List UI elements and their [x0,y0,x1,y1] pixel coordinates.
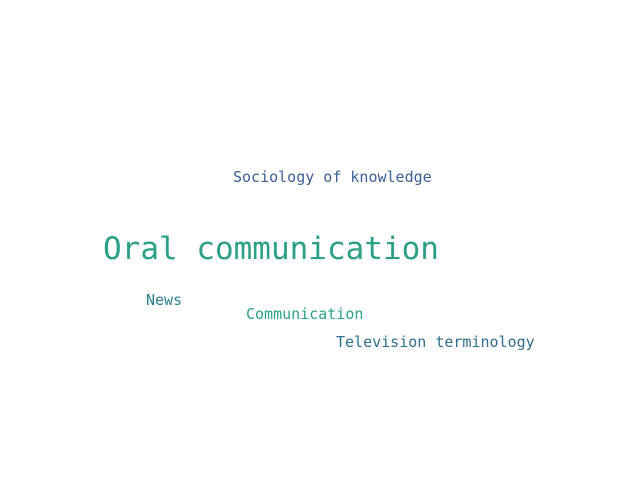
word-oral-communication: Oral communication [103,231,439,267]
word-communication: Communication [246,305,364,323]
word-sociology-of-knowledge: Sociology of knowledge [233,168,432,186]
word-news: News [146,291,183,309]
word-television-terminology: Television terminology [336,333,535,351]
